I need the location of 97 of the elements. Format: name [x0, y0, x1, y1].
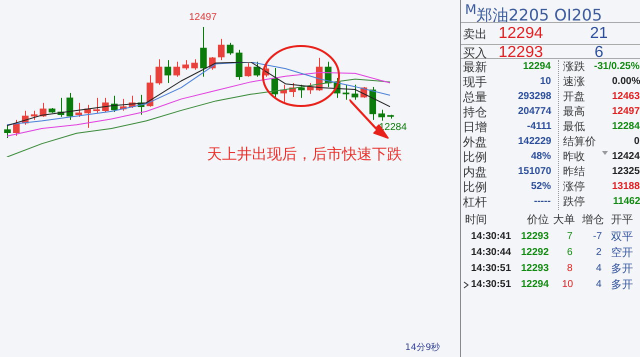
text: 12293: [521, 231, 549, 242]
text: 12325: [612, 166, 640, 177]
text: 跌停: [563, 195, 585, 208]
text: 日增: [463, 120, 487, 134]
text: -----: [534, 196, 551, 207]
text: 比例: [463, 150, 487, 164]
text: 速涨: [563, 75, 585, 88]
text: 0: [634, 136, 640, 147]
text: $^{M}$郑油2205 OI205: [465, 3, 602, 24]
candlestick: [173, 61, 180, 78]
candlestick: [200, 26, 207, 78]
text: 内盘: [463, 165, 487, 179]
text: 空开: [611, 246, 633, 259]
candlestick: [378, 109, 385, 122]
text: 14:30:41: [471, 231, 512, 242]
annotation: 天上井出现后，后市快速下跌: [207, 145, 402, 163]
text: 双平: [611, 230, 633, 243]
text: 6: [594, 44, 604, 61]
candlestick: [75, 102, 82, 118]
text: 12284: [612, 121, 640, 132]
text: 外盘: [463, 135, 487, 149]
candlestick: [298, 84, 305, 98]
text: 13188: [612, 181, 640, 192]
text: 杠杆: [463, 195, 487, 209]
text: 14:30:44: [471, 247, 512, 258]
text: 涨跌: [563, 60, 585, 73]
candlestick: [146, 74, 154, 108]
text: 最高: [563, 105, 585, 118]
text: 12424: [612, 151, 640, 162]
text: 12497: [612, 106, 640, 117]
text: 8: [567, 263, 573, 274]
text: 10: [562, 279, 574, 290]
text: 最低: [563, 120, 585, 133]
text: 12294: [498, 25, 543, 42]
text: 多开: [611, 262, 633, 275]
text: 价位: [527, 213, 549, 226]
text: 12294: [523, 61, 551, 72]
text: 增仓: [582, 213, 604, 226]
text: 时间: [465, 213, 487, 226]
text: 4: [596, 263, 602, 274]
candlestick: [4, 125, 11, 138]
text: 结算价: [563, 135, 596, 148]
text: 12293: [498, 44, 543, 61]
candlestick: [244, 62, 252, 78]
text: 10: [540, 76, 552, 87]
candlestick: [13, 119, 20, 136]
text: 151070: [518, 166, 552, 177]
candlestick: [93, 97, 100, 114]
text: 卖出: [463, 27, 487, 41]
text: 2: [596, 247, 602, 258]
text: 开平: [611, 213, 633, 226]
text: -7: [593, 231, 602, 242]
text: -31/0.25%: [594, 61, 640, 72]
candlestick: [182, 60, 189, 70]
candlestick: [254, 61, 260, 78]
text: 14:30:51: [471, 279, 512, 290]
text: 142229: [518, 136, 552, 147]
candlestick: [191, 58, 198, 70]
text: 293298: [518, 91, 552, 102]
candlestick: [218, 38, 225, 61]
text: 比例: [463, 180, 487, 194]
text: 12294: [521, 279, 549, 290]
text: 涨停: [563, 180, 585, 193]
text: 7: [567, 231, 573, 242]
text: 0.00%: [612, 76, 640, 87]
text: -4111: [527, 121, 552, 132]
candlestick: [164, 60, 172, 84]
text: 12463: [612, 91, 640, 102]
text: 204774: [518, 106, 552, 117]
text: 11462: [613, 196, 640, 207]
text: 6: [567, 247, 573, 258]
candlestick: [342, 84, 350, 100]
text: 52%: [531, 181, 552, 192]
text: 持仓: [463, 105, 487, 119]
text: 买入: [463, 46, 487, 60]
candlestick: [352, 84, 358, 100]
text: 总量: [463, 90, 487, 104]
text: 大单: [553, 213, 575, 226]
text: 12293: [521, 263, 549, 274]
text: 4: [596, 279, 602, 290]
candlestick: [226, 42, 234, 56]
text: 昨结: [563, 165, 585, 178]
text: 昨收: [563, 150, 585, 163]
candlestick: [66, 92, 74, 120]
text: 48%: [531, 151, 552, 162]
text: 最新: [463, 60, 487, 74]
text: 14:30:51: [471, 263, 512, 274]
text: 多开: [611, 278, 633, 291]
text: 14分9秒: [405, 343, 440, 353]
text: 现手: [463, 75, 487, 89]
text: 21: [590, 25, 608, 42]
text: 开盘: [563, 90, 585, 103]
candlestick: [271, 67, 278, 98]
candlestick: [30, 110, 38, 120]
candlestick: [156, 58, 162, 86]
text: 12497: [189, 12, 217, 23]
text: 12292: [521, 247, 549, 258]
